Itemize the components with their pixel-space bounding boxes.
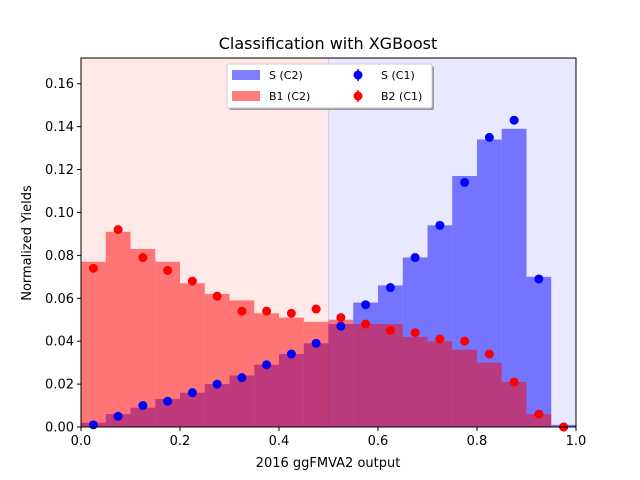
- legend-box: [226, 63, 433, 109]
- x-tick-label-2: 0.4: [269, 434, 290, 449]
- data-point-3-0: [88, 263, 98, 273]
- data-point-2-11: [361, 300, 371, 310]
- data-point-3-3: [163, 265, 173, 275]
- data-point-3-13: [410, 328, 420, 338]
- data-point-2-4: [187, 388, 197, 398]
- data-point-3-18: [534, 409, 544, 419]
- data-point-3-11: [361, 319, 371, 329]
- x-tick-label-3: 0.6: [368, 434, 389, 449]
- data-point-2-9: [311, 338, 321, 348]
- legend-label-1: B1 (C2): [269, 90, 310, 103]
- hist-bar-1-2: [130, 248, 156, 427]
- y-tick-label-5: 0.10: [45, 206, 74, 221]
- x-tick-label-5: 1.0: [566, 434, 587, 449]
- y-tick-label-8: 0.16: [45, 77, 74, 92]
- data-point-3-2: [138, 253, 148, 263]
- x-axis-label: 2016 ggFMVA2 output: [256, 456, 401, 471]
- data-point-2-16: [484, 132, 494, 142]
- data-point-2-14: [435, 220, 445, 230]
- data-point-2-10: [336, 321, 346, 331]
- legend: S (C2) B1 (C2) S (C1) B2 (C1): [226, 63, 434, 110]
- hist-bar-1-7: [254, 313, 279, 427]
- plot-frame: [80, 57, 577, 428]
- hist-bar-1-10: [328, 319, 354, 427]
- hist-bar-1-9: [303, 321, 329, 427]
- hist-bar-1-11: [353, 324, 378, 427]
- data-point-2-13: [410, 253, 420, 263]
- chart-title: Classification with XGBoost: [219, 34, 438, 53]
- data-point-2-18: [534, 274, 544, 284]
- data-point-2-5: [212, 379, 222, 389]
- data-point-3-6: [237, 306, 247, 316]
- y-tick-label-6: 0.12: [45, 163, 74, 178]
- data-point-2-1: [113, 411, 123, 421]
- data-point-2-7: [262, 360, 272, 370]
- hist-bar-1-14: [427, 341, 453, 427]
- data-point-2-2: [138, 401, 148, 411]
- hist-bar-1-0: [81, 261, 106, 427]
- hist-bar-0-17: [501, 128, 527, 427]
- legend-label-0: S (C2): [269, 69, 303, 82]
- data-point-2-3: [163, 396, 173, 406]
- hist-bar-1-1: [105, 231, 131, 427]
- y-tick-label-2: 0.04: [45, 335, 74, 350]
- y-tick-label-7: 0.14: [45, 120, 74, 135]
- legend-swatch-1: [232, 91, 260, 101]
- hist-bar-1-15: [452, 349, 477, 427]
- data-point-3-7: [262, 306, 272, 316]
- legend-swatch-0: [232, 70, 260, 80]
- y-tick-label-1: 0.02: [45, 378, 74, 393]
- hist-bar-0-18: [526, 276, 552, 427]
- hist-bar-1-6: [229, 300, 255, 427]
- legend-marker-3: [353, 91, 363, 101]
- data-point-2-0: [88, 420, 98, 430]
- legend-label-2: S (C1): [381, 69, 415, 82]
- hist-bar-1-18: [526, 414, 552, 427]
- data-point-3-1: [113, 225, 123, 235]
- data-point-2-17: [509, 115, 519, 125]
- data-point-3-16: [484, 349, 494, 359]
- y-tick-label-4: 0.08: [45, 249, 74, 264]
- data-point-2-12: [385, 283, 395, 293]
- y-tick-label-0: 0.00: [45, 421, 74, 436]
- data-point-2-15: [460, 177, 470, 187]
- x-tick-label-1: 0.2: [170, 434, 191, 449]
- data-point-3-15: [460, 336, 470, 346]
- x-tick-label-0: 0.0: [71, 434, 92, 449]
- data-point-3-12: [385, 325, 395, 335]
- data-point-3-9: [311, 304, 321, 314]
- plot-area: 0.0 0.2 0.4 0.6 0.8 1.0 0.00 0.02 0.04 0.06 0.08 0.…: [45, 57, 587, 449]
- hist-bar-1-4: [180, 283, 205, 427]
- hist-bar-1-17: [501, 381, 527, 427]
- data-point-3-5: [212, 291, 222, 301]
- data-point-3-14: [435, 334, 445, 344]
- hist-bar-1-16: [477, 362, 502, 427]
- hist-bar-1-12: [378, 324, 403, 427]
- data-point-3-10: [336, 313, 346, 323]
- hist-bar-1-5: [204, 293, 230, 427]
- data-point-3-8: [286, 308, 296, 318]
- y-axis-label: Normalized Yields: [20, 185, 35, 301]
- data-point-3-17: [509, 377, 519, 387]
- legend-marker-2: [353, 70, 363, 80]
- data-point-2-8: [286, 349, 296, 359]
- x-tick-label-4: 0.8: [467, 434, 488, 449]
- hist-bar-1-13: [402, 336, 428, 427]
- y-tick-label-3: 0.06: [45, 292, 74, 307]
- data-point-3-4: [187, 276, 197, 286]
- hist-bar-1-8: [279, 317, 304, 427]
- data-point-2-6: [237, 373, 247, 383]
- legend-label-3: B2 (C1): [381, 90, 422, 103]
